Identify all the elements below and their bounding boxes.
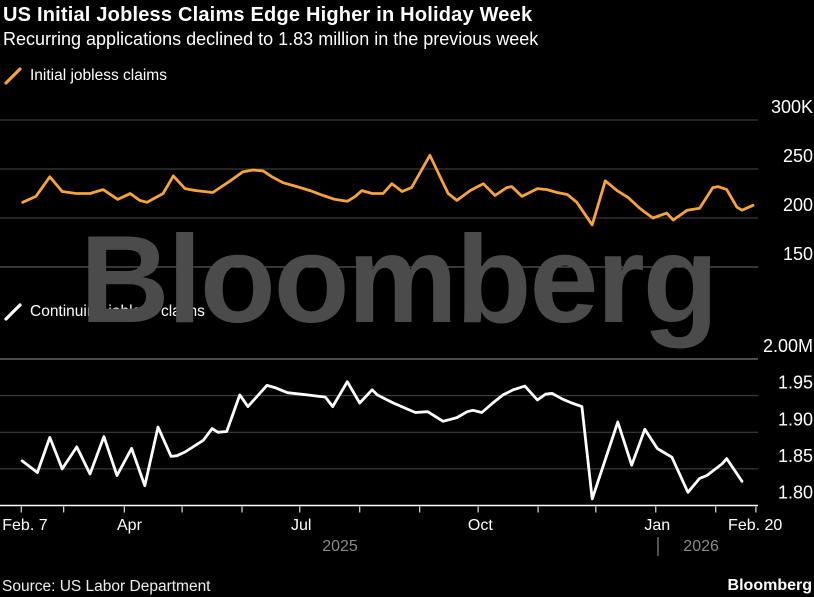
x-axis-label-Oct: Oct — [468, 517, 493, 534]
y-axis-label-250: 250 — [783, 146, 813, 166]
x-axis-label-Apr: Apr — [117, 517, 143, 534]
y-axis-label-1.80: 1.80 — [778, 483, 813, 503]
x-axis-label-Feb20: Feb. 20 — [728, 517, 782, 534]
series-line-continuing — [20, 380, 744, 501]
legend-continuing-jobless-claims: Continuing jobless claims — [4, 302, 205, 322]
y-axis-label-1.90: 1.90 — [778, 409, 813, 429]
y-axis-label-200: 200 — [783, 195, 813, 215]
orange-slash-icon — [4, 67, 22, 85]
legend-initial-label: Initial jobless claims — [30, 67, 167, 84]
y-axis-label-300K: 300K — [771, 97, 813, 117]
y-axis-label-2.00M: 2.00M — [763, 336, 813, 356]
chart-subtitle: Recurring applications declined to 1.83 … — [3, 29, 539, 49]
x-axis-label-Jul: Jul — [291, 517, 311, 534]
x-axis-label-Jan: Jan — [644, 517, 670, 534]
year-label-2026: 2026 — [683, 538, 719, 555]
x-axis-label-Feb7: Feb. 7 — [2, 517, 47, 534]
year-label-2025: 2025 — [322, 538, 358, 555]
legend-continuing-label: Continuing jobless claims — [30, 303, 205, 320]
y-axis-label-150: 150 — [783, 244, 813, 264]
page-title: US Initial Jobless Claims Edge Higher in… — [3, 4, 533, 26]
white-slash-icon — [4, 303, 22, 321]
bloomberg-logo: Bloomberg — [727, 577, 812, 594]
legend-initial-jobless-claims: Initial jobless claims — [4, 66, 167, 86]
series-line-initial — [21, 153, 755, 227]
y-axis-label-1.95: 1.95 — [778, 373, 813, 393]
source-attribution: Source: US Labor Department — [2, 578, 211, 595]
y-axis-label-1.85: 1.85 — [778, 446, 813, 466]
bloomberg-watermark: Bloomberg — [80, 211, 718, 349]
